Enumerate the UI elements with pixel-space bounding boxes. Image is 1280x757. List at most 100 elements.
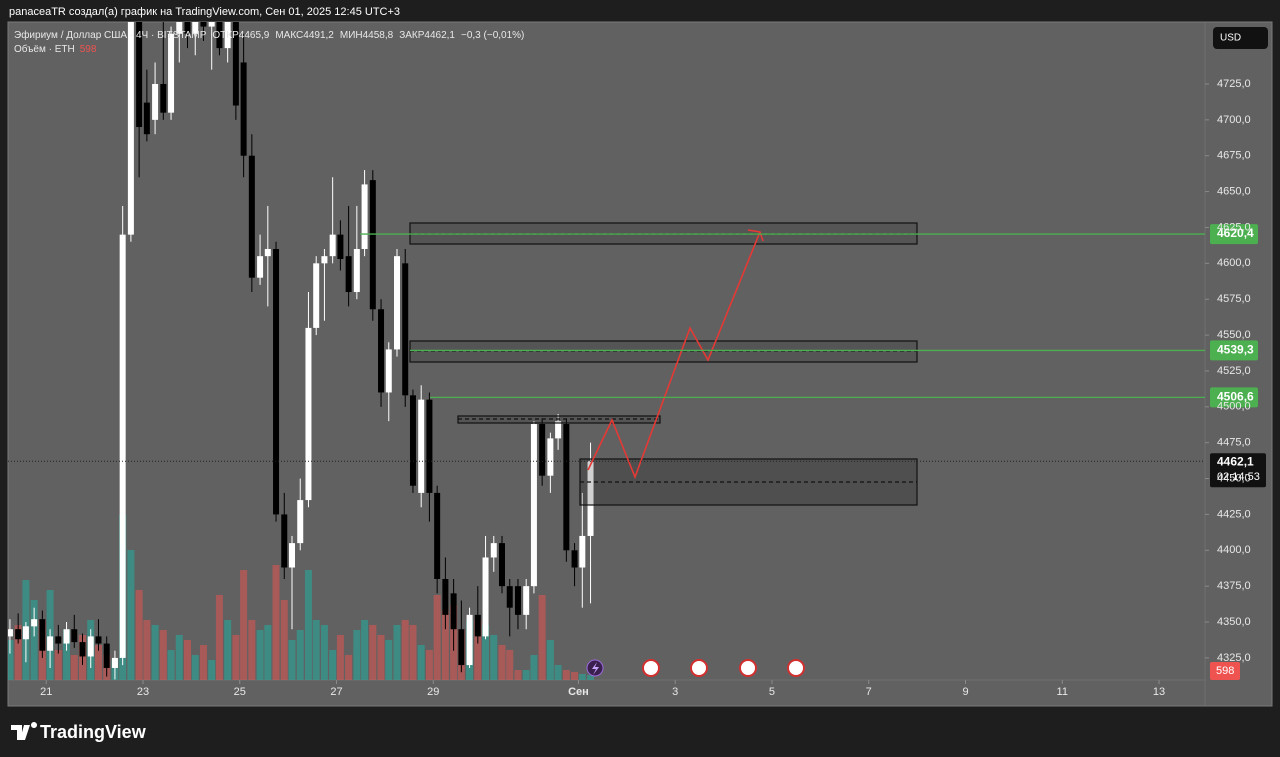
legend-symbol: Эфириум / Доллар США · 4Ч · BITSTAMP <box>14 29 207 41</box>
candle-body <box>498 543 505 587</box>
y-tick-label: 4650,0 <box>1217 185 1251 197</box>
currency-button[interactable] <box>1213 27 1268 49</box>
volume-bar <box>280 600 288 680</box>
event-icon[interactable] <box>642 659 660 677</box>
candle-body <box>8 629 13 637</box>
volume-bar <box>94 645 102 680</box>
legend-close: ЗАКР4462,1 <box>399 30 455 41</box>
candle-body <box>329 234 336 257</box>
candle-body <box>216 22 223 49</box>
candle-body <box>63 629 70 644</box>
logo: TradingView <box>11 722 147 742</box>
candle-body <box>523 586 530 615</box>
candle-body <box>160 83 167 113</box>
y-tick-label: 4625,0 <box>1217 221 1251 233</box>
y-tick-label: 4575,0 <box>1217 293 1251 305</box>
legend: Эфириум / Доллар США · 4Ч · BITSTAMP ОТКР… <box>14 29 524 41</box>
candle-body <box>31 619 38 627</box>
candle-body <box>152 83 159 120</box>
x-tick-label: 25 <box>234 686 246 698</box>
candle-body <box>313 263 320 328</box>
x-tick-label: 7 <box>866 686 872 698</box>
x-tick-label: 29 <box>427 686 439 698</box>
candle-body <box>200 22 207 27</box>
x-tick-label: 21 <box>40 686 52 698</box>
volume-bar <box>30 600 38 680</box>
event-icon[interactable] <box>690 659 708 677</box>
volume-bar <box>336 635 344 680</box>
volume-bar <box>530 655 538 680</box>
volume-bar <box>353 630 361 680</box>
x-tick-label: 3 <box>672 686 678 698</box>
level-layer: 4620,4 4539,3 4506,6 4462,1 02:14:53 598 <box>8 224 1266 681</box>
volume-bar <box>409 625 417 680</box>
volume-bar <box>393 625 401 680</box>
y-tick-label: 4500,0 <box>1217 401 1251 413</box>
candle-body <box>22 626 29 640</box>
candle-body <box>337 234 344 260</box>
candle-body <box>273 248 280 515</box>
volume-bar <box>199 645 207 680</box>
volume-bar <box>345 655 353 680</box>
volume-bar <box>441 610 449 680</box>
candle-body <box>369 180 376 310</box>
candle-body <box>264 248 271 257</box>
legend-open: ОТКР4465,9 <box>212 30 269 41</box>
last-price-label: 4462,1 <box>1217 454 1254 468</box>
volume-legend: Объём · ETH 598 <box>14 43 97 55</box>
volume-bar <box>401 620 409 680</box>
x-tick-label: Сен <box>568 686 589 698</box>
candle-body <box>232 22 239 106</box>
volume-bar <box>329 650 337 680</box>
volume-bar <box>159 630 167 680</box>
candle-body <box>143 102 150 135</box>
y-tick-label: 4475,0 <box>1217 437 1251 449</box>
candle-body <box>136 22 143 128</box>
level-label: 4620,4 <box>1217 226 1254 240</box>
y-tick-label: 4725,0 <box>1217 78 1251 90</box>
candle-body <box>353 248 360 293</box>
y-tick-label: 4525,0 <box>1217 365 1251 377</box>
candle-body <box>103 643 110 668</box>
candle-body <box>119 234 126 658</box>
volume-bar <box>248 620 256 680</box>
volume-bar <box>296 630 304 680</box>
volume-bar <box>320 625 328 680</box>
event-icon[interactable] <box>739 659 757 677</box>
event-icon[interactable] <box>787 659 805 677</box>
candle-body <box>466 614 473 666</box>
candle-body <box>47 636 54 651</box>
legend-high: МАКС4491,2 <box>275 30 334 41</box>
y-tick-label: 4400,0 <box>1217 544 1251 556</box>
candle-body <box>394 256 401 350</box>
volume-bar <box>312 620 320 680</box>
candle-body <box>15 629 22 640</box>
level-badge <box>1210 387 1258 408</box>
x-tick-label: 23 <box>137 686 149 698</box>
candle-body <box>571 550 578 568</box>
x-tick-label: 27 <box>330 686 342 698</box>
candle-body <box>95 636 102 644</box>
candle-body <box>442 578 449 615</box>
y-tick-label: 4450,0 <box>1217 472 1251 484</box>
candle-body <box>530 424 537 587</box>
candle-body <box>474 614 481 637</box>
candle-body <box>385 349 392 393</box>
volume-bar <box>224 620 232 680</box>
candle-body <box>208 22 215 27</box>
volume-bar <box>554 665 562 680</box>
volume-bar <box>369 625 377 680</box>
volume-bar <box>304 570 312 680</box>
volume-bar <box>490 635 498 680</box>
candle-body <box>547 438 554 476</box>
legend-change: −0,3 (−0,01%) <box>461 30 524 41</box>
candle-body <box>418 399 425 493</box>
volume-bar <box>474 620 482 680</box>
chart-pane <box>7 21 1273 707</box>
volume-bar <box>587 675 595 680</box>
x-tick-label: 9 <box>962 686 968 698</box>
level-label: 4539,3 <box>1217 343 1254 357</box>
candle-body <box>71 629 78 643</box>
